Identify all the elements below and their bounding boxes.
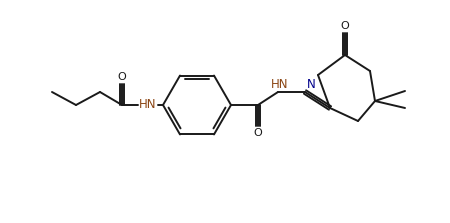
Text: HN: HN xyxy=(139,97,157,111)
Text: HN: HN xyxy=(271,78,289,91)
Text: O: O xyxy=(254,128,262,138)
Text: O: O xyxy=(117,72,126,82)
Text: N: N xyxy=(306,78,315,91)
Text: O: O xyxy=(341,21,349,31)
